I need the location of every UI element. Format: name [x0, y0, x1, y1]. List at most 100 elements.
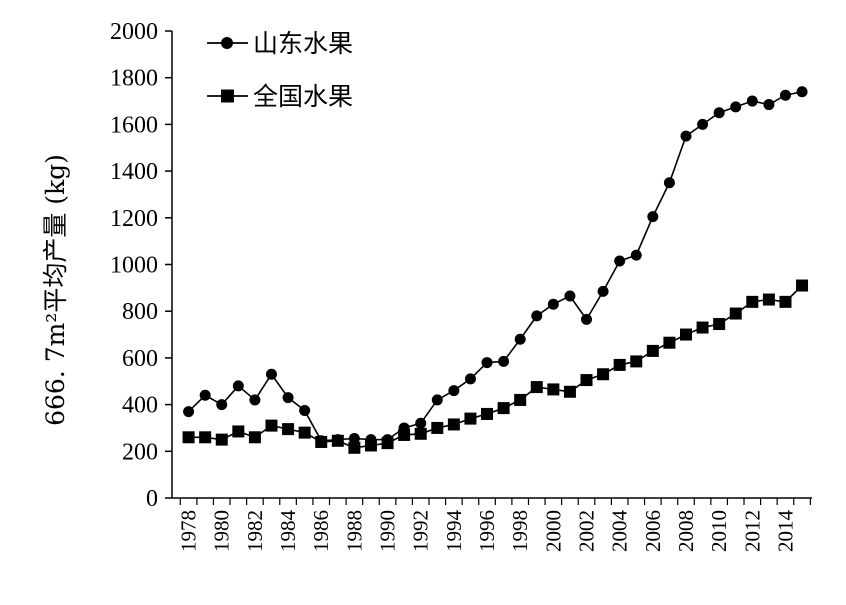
y-tick-label: 800 [122, 299, 158, 325]
data-point [746, 95, 758, 107]
data-point [481, 407, 494, 420]
data-point [199, 389, 211, 401]
y-tick-label: 1000 [110, 253, 158, 279]
data-point [564, 290, 576, 302]
series-line [188, 284, 803, 449]
x-tick-label: 1988 [342, 510, 366, 552]
data-point [680, 130, 692, 142]
x-tick-label: 2010 [707, 510, 731, 552]
data-point [547, 383, 560, 396]
data-point [796, 279, 809, 292]
legend-marker [221, 37, 233, 49]
x-tick-label: 1998 [508, 510, 532, 552]
y-tick-label: 600 [122, 346, 158, 372]
data-point [630, 249, 642, 261]
data-point [663, 177, 675, 189]
data-point [597, 368, 610, 381]
data-point [581, 313, 593, 325]
x-tick-label: 2004 [608, 510, 632, 553]
data-point [796, 86, 808, 98]
data-point [614, 255, 626, 267]
data-point [647, 211, 659, 223]
data-point [464, 412, 477, 425]
legend-entry-1: 山东水果 [207, 29, 353, 58]
data-point [497, 402, 510, 415]
data-point [282, 392, 294, 404]
data-point [646, 344, 659, 357]
y-tick-label: 200 [122, 439, 158, 465]
x-tick-label: 1980 [210, 510, 234, 552]
series-1 [183, 86, 808, 447]
data-point [697, 118, 709, 130]
data-point [530, 381, 543, 394]
data-point [249, 394, 261, 406]
legend-marker [221, 89, 234, 103]
series-layer [182, 86, 809, 454]
data-point [183, 406, 195, 418]
data-point [232, 380, 244, 392]
data-point [580, 374, 593, 387]
data-point [381, 437, 394, 450]
data-point [299, 404, 311, 416]
data-point [679, 328, 692, 341]
data-point [232, 425, 245, 438]
x-tick-label: 1994 [442, 510, 466, 553]
data-point [762, 293, 775, 306]
data-point [498, 355, 510, 367]
data-point [779, 295, 792, 308]
data-point [696, 321, 709, 334]
data-point [563, 385, 576, 398]
data-point [531, 310, 543, 322]
data-point [414, 427, 427, 440]
data-point [663, 336, 676, 349]
data-point [415, 417, 427, 429]
y-tick-label: 1600 [110, 112, 158, 138]
data-point [182, 431, 195, 444]
data-point [481, 357, 493, 369]
x-tick-label: 2000 [541, 510, 565, 552]
data-point [779, 89, 791, 101]
data-point [729, 307, 742, 320]
x-tick-label: 1990 [376, 510, 400, 552]
data-point [630, 355, 643, 368]
data-point [730, 101, 742, 113]
y-axis-label: 666. 7m²平均产量 (kg) [41, 154, 70, 426]
data-point [431, 421, 444, 434]
data-point [464, 373, 476, 385]
series-line [188, 90, 803, 442]
data-point [763, 99, 775, 111]
x-tick-label: 1986 [309, 510, 333, 552]
y-tick-label: 2000 [110, 19, 158, 45]
y-tick-label: 1200 [110, 206, 158, 232]
x-tick-label: 1992 [409, 510, 433, 552]
data-point [431, 394, 443, 406]
legend-label: 全国水果 [253, 82, 353, 111]
x-tick-label: 2002 [575, 510, 599, 552]
data-point [199, 431, 212, 444]
data-point [448, 385, 460, 397]
x-tick-label: 2006 [641, 510, 665, 552]
data-point [547, 298, 559, 310]
data-point [597, 285, 609, 297]
x-tick-label: 1996 [475, 510, 499, 552]
data-point [398, 428, 411, 441]
y-tick-label: 1400 [110, 159, 158, 185]
data-point [348, 432, 360, 444]
data-point [364, 439, 377, 452]
data-point [331, 434, 344, 447]
data-point [282, 423, 295, 436]
data-point [514, 393, 527, 406]
data-point [713, 107, 725, 119]
data-point [746, 295, 759, 308]
data-point [713, 318, 726, 331]
axes: 0 200 400 600 800 1000 1200 1400 1600 1800 2000 197… [110, 19, 812, 552]
y-tick-label: 0 [146, 486, 158, 512]
data-point [315, 435, 328, 448]
data-point [215, 433, 228, 446]
data-point [265, 419, 278, 432]
y-tick-label: 400 [122, 393, 158, 419]
x-tick-label: 1982 [243, 510, 267, 552]
data-point [613, 358, 626, 371]
